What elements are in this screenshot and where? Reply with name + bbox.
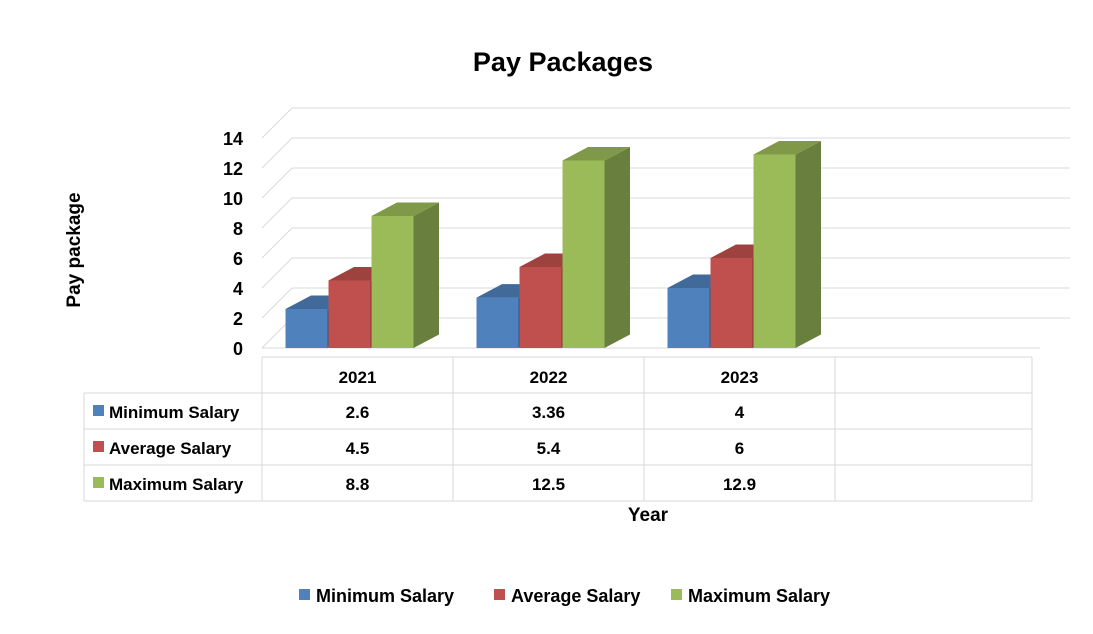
data-label: 5.4 bbox=[537, 439, 561, 458]
gridline-diag bbox=[261, 257, 293, 289]
y-axis-label: Pay package bbox=[64, 192, 85, 307]
bar-front bbox=[519, 267, 562, 348]
data-label: 12.5 bbox=[532, 475, 565, 494]
x-tick-label: 2022 bbox=[530, 368, 568, 387]
chart-title: Pay Packages bbox=[473, 47, 653, 77]
legend-item: Minimum Salary bbox=[299, 586, 454, 606]
gridline-diag bbox=[261, 167, 293, 199]
gridline-diag bbox=[261, 107, 293, 139]
legend-item: Average Salary bbox=[494, 586, 640, 606]
x-tick-label: 2023 bbox=[721, 368, 759, 387]
data-label: 12.9 bbox=[723, 475, 756, 494]
legend-label: Average Salary bbox=[511, 586, 640, 606]
legend-item: Maximum Salary bbox=[671, 586, 830, 606]
bar-front bbox=[285, 309, 328, 348]
y-tick-label: 0 bbox=[233, 339, 243, 359]
legend: Minimum Salary Average Salary Maximum Sala… bbox=[299, 586, 830, 606]
legend-label: Minimum Salary bbox=[316, 586, 454, 606]
gridline-diag bbox=[261, 287, 293, 319]
x-axis-label: Year bbox=[628, 505, 669, 526]
table-series-name: Minimum Salary bbox=[109, 403, 240, 422]
bar-side bbox=[795, 141, 821, 348]
x-tick-label: 2021 bbox=[339, 368, 377, 387]
gridline-diag bbox=[261, 197, 293, 229]
data-label: 8.8 bbox=[346, 475, 370, 494]
data-label: 6 bbox=[735, 439, 744, 458]
bar-front bbox=[371, 216, 414, 348]
data-label: 4 bbox=[735, 403, 745, 422]
data-label: 2.6 bbox=[346, 403, 370, 422]
table-legend-key bbox=[93, 477, 104, 488]
bar-front bbox=[667, 288, 710, 348]
y-axis-ticks: 0 2 4 6 8 10 12 14 bbox=[223, 129, 243, 359]
bar-front bbox=[753, 154, 796, 348]
bar-front bbox=[328, 280, 371, 348]
bars bbox=[285, 141, 821, 348]
y-tick-label: 8 bbox=[233, 219, 243, 239]
legend-swatch bbox=[671, 589, 682, 600]
bar-side bbox=[604, 147, 630, 348]
table-legend-key bbox=[93, 405, 104, 416]
bar-front bbox=[476, 297, 519, 348]
bar-top bbox=[562, 147, 630, 161]
data-table: 2021 2022 2023 Minimum Salary 2.6 3.36 4 Averag… bbox=[83, 356, 1033, 502]
bar-top bbox=[371, 202, 439, 216]
bar-top bbox=[753, 141, 821, 155]
table-series-name: Average Salary bbox=[109, 439, 232, 458]
bar-maximum-salary-2022 bbox=[562, 147, 630, 348]
bar-maximum-salary-2021 bbox=[371, 202, 439, 348]
y-tick-label: 10 bbox=[223, 189, 243, 209]
y-tick-label: 4 bbox=[233, 279, 243, 299]
gridline-diag bbox=[261, 227, 293, 259]
bar-front bbox=[562, 160, 605, 348]
gridline-diag bbox=[261, 137, 293, 169]
y-tick-label: 6 bbox=[233, 249, 243, 269]
data-label: 4.5 bbox=[346, 439, 370, 458]
bar-front bbox=[710, 258, 753, 348]
bar-side bbox=[413, 202, 439, 348]
bar-maximum-salary-2023 bbox=[753, 141, 821, 348]
y-tick-label: 14 bbox=[223, 129, 243, 149]
legend-swatch bbox=[299, 589, 310, 600]
legend-label: Maximum Salary bbox=[688, 586, 830, 606]
y-tick-label: 2 bbox=[233, 309, 243, 329]
legend-swatch bbox=[494, 589, 505, 600]
table-legend-key bbox=[93, 441, 104, 452]
table-series-name: Maximum Salary bbox=[109, 475, 244, 494]
y-tick-label: 12 bbox=[223, 159, 243, 179]
data-label: 3.36 bbox=[532, 403, 565, 422]
